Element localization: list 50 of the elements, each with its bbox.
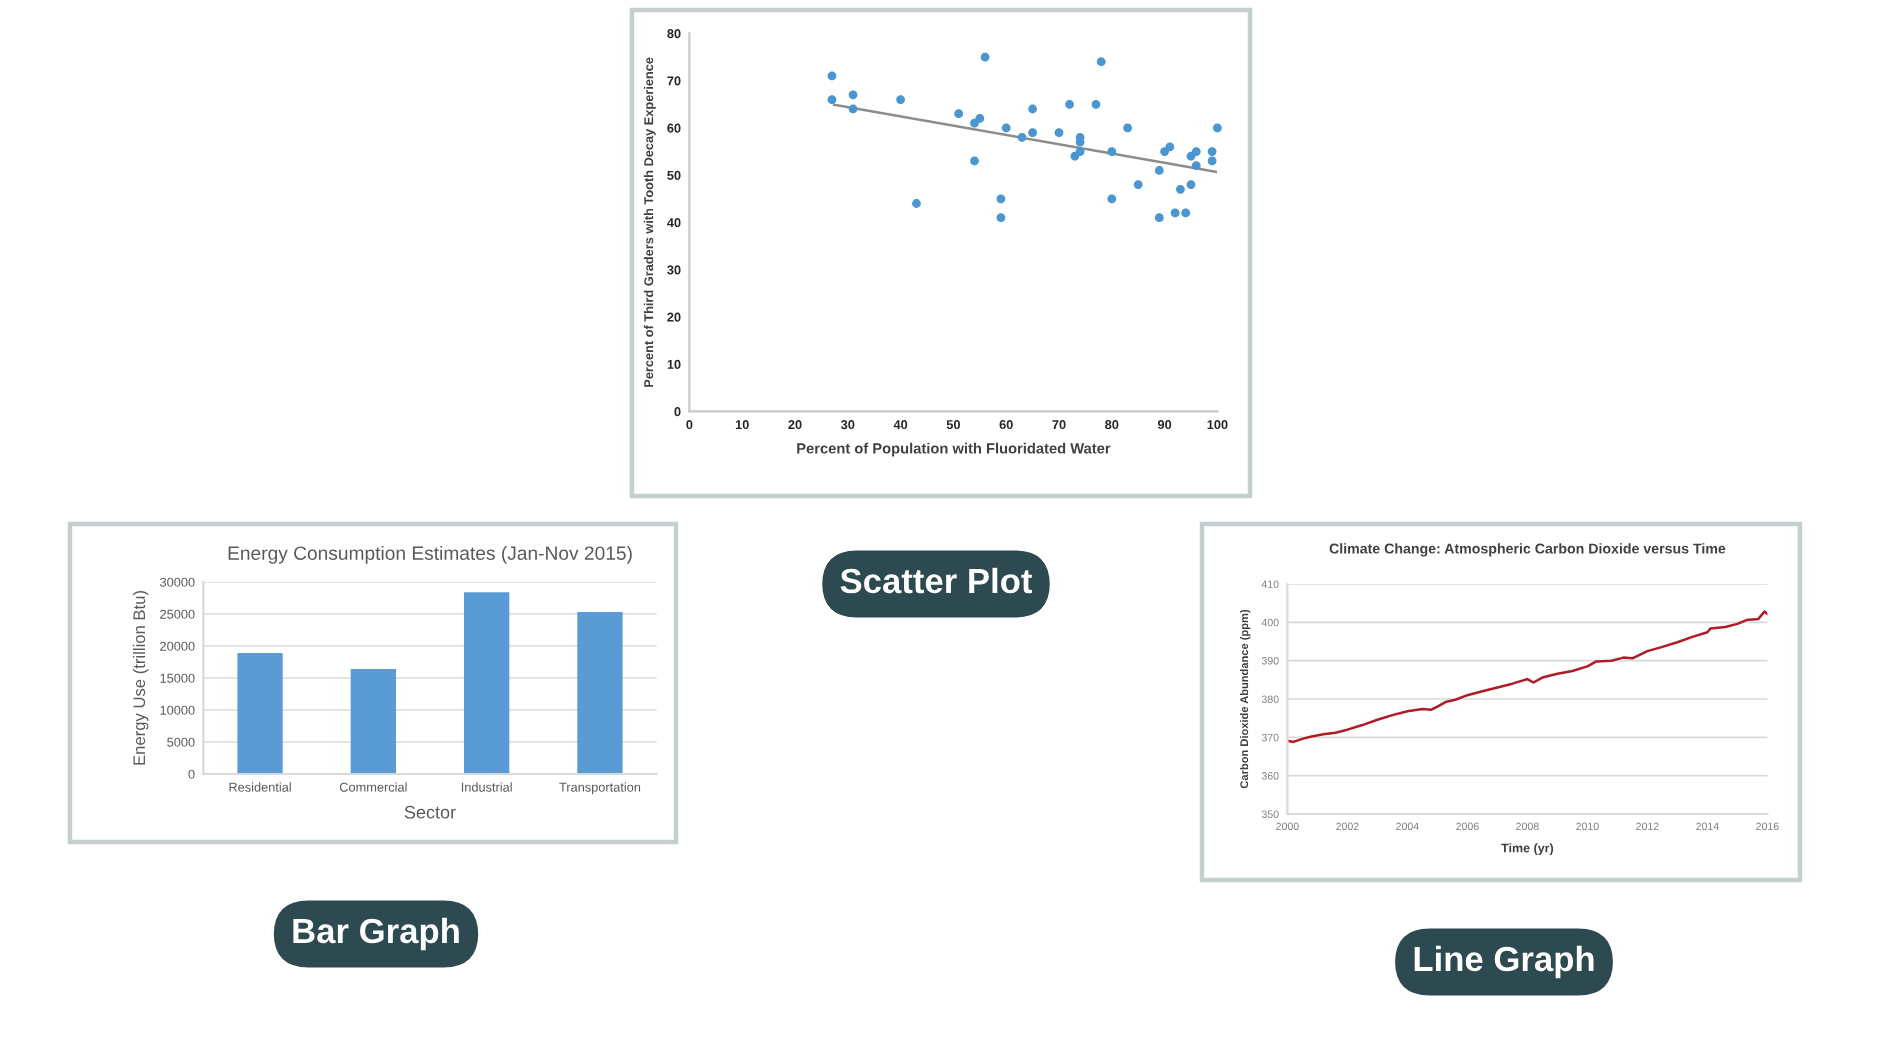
point [1054, 128, 1064, 138]
point [1017, 132, 1027, 142]
point [1191, 161, 1201, 171]
point [1028, 128, 1037, 138]
y-axis-title: Energy Use (trillion Btu) [132, 591, 149, 765]
point [1165, 142, 1175, 152]
point [1207, 156, 1217, 166]
point [848, 104, 858, 114]
point [975, 114, 985, 123]
text: Bar Graph [293, 917, 459, 951]
point [1075, 147, 1085, 156]
point [1028, 104, 1037, 114]
point [1213, 123, 1222, 133]
point [1191, 147, 1201, 156]
point [1091, 99, 1101, 109]
point [1154, 213, 1164, 223]
point [970, 156, 979, 166]
bar [463, 592, 510, 774]
point [1154, 166, 1164, 175]
point [848, 90, 858, 100]
point [1107, 194, 1117, 204]
point [827, 71, 837, 81]
point [980, 52, 990, 62]
point [1001, 123, 1011, 133]
point [1186, 180, 1196, 189]
point [996, 213, 1006, 223]
text: Line Graph [1414, 945, 1594, 979]
bar [350, 669, 397, 774]
bar [237, 653, 283, 774]
point [1065, 99, 1074, 109]
point [1170, 208, 1180, 218]
text: Scatter Plot [840, 567, 1033, 594]
point [1207, 147, 1217, 156]
point [970, 118, 979, 128]
chart-title: Energy Consumption Estimates (Jan-Nov 2015) [228, 545, 632, 564]
point [1096, 57, 1106, 67]
point [827, 95, 837, 104]
point [1123, 123, 1133, 133]
line-series [1287, 610, 1768, 744]
point [1181, 208, 1191, 218]
point [1160, 147, 1169, 156]
point [954, 109, 964, 119]
x-axis-title: Sector [404, 805, 456, 819]
point [1133, 180, 1143, 189]
point [912, 199, 921, 208]
bar [577, 612, 623, 774]
point [1176, 184, 1185, 194]
point [996, 194, 1006, 204]
point [896, 95, 905, 104]
point [1107, 147, 1117, 156]
